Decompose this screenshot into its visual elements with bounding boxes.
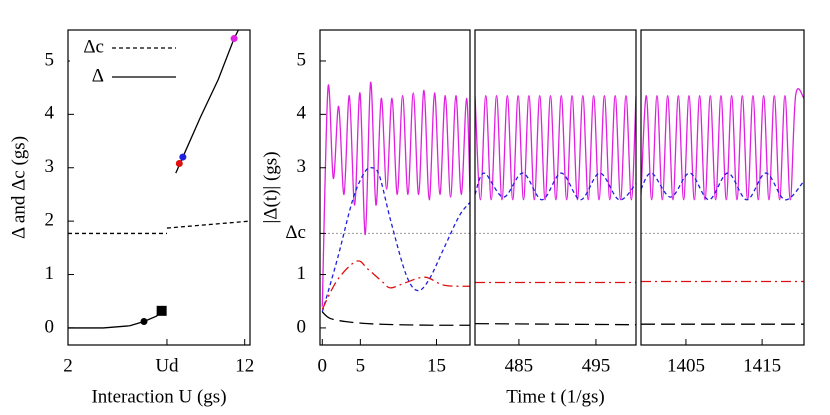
y-axis-title: Δ and Δc (gs) [8, 136, 29, 239]
legend-box [70, 32, 180, 98]
axes-frame [474, 29, 637, 346]
x-tick-label: 485 [505, 355, 534, 376]
y-tick-label: 4 [45, 103, 55, 124]
marker [179, 153, 187, 161]
x-tick-label: Ud [155, 355, 179, 376]
x-tick-label: 1415 [743, 355, 781, 376]
axes-frame [640, 29, 805, 346]
y-tick-label: 2 [45, 209, 55, 230]
series-line [321, 311, 470, 326]
x-tick-label: 0 [318, 355, 328, 376]
marker [140, 318, 148, 326]
x-tick-label: 15 [427, 355, 446, 376]
plot-area [320, 81, 470, 326]
series-line [475, 322, 636, 326]
x-axis-title: Time t (1/gs) [506, 386, 605, 407]
legend-label: Δ [92, 65, 104, 86]
y-tick-label: 4 [297, 103, 307, 124]
x-tick-label: 12 [235, 355, 254, 376]
series-line [321, 81, 470, 307]
marker [156, 305, 167, 316]
x-tick-label: 495 [582, 355, 611, 376]
series-line [475, 172, 636, 201]
y-tick-label: 3 [297, 156, 307, 177]
x-tick-label: 2 [63, 355, 73, 376]
y-tick-label: 1 [297, 263, 307, 284]
y-tick-label: 5 [297, 49, 307, 70]
marker [175, 159, 183, 167]
axes-frame [319, 29, 471, 346]
series-line [641, 88, 804, 201]
y-tick-label: 3 [45, 156, 55, 177]
series-line [475, 95, 636, 201]
marker [230, 35, 238, 43]
y-axis-title: |Δ(t)| (gs) [260, 151, 281, 223]
y-tick-label: 5 [45, 49, 55, 70]
series-line [641, 172, 804, 201]
plot-area [475, 95, 636, 326]
plot-area [641, 88, 804, 325]
x-tick-label: 1405 [667, 355, 705, 376]
y-tick-label: 0 [45, 316, 55, 337]
x-axis-title: Interaction U (gs) [91, 386, 226, 407]
y-tick-label: 0 [297, 316, 307, 337]
series-line [68, 220, 250, 235]
x-tick-label: 5 [356, 355, 366, 376]
axes-frame [67, 29, 251, 346]
y-tick-label: 1 [45, 263, 55, 284]
y-tick-label: Δc [285, 222, 306, 243]
series-line [321, 260, 470, 310]
legend-label: Δc [83, 36, 104, 57]
